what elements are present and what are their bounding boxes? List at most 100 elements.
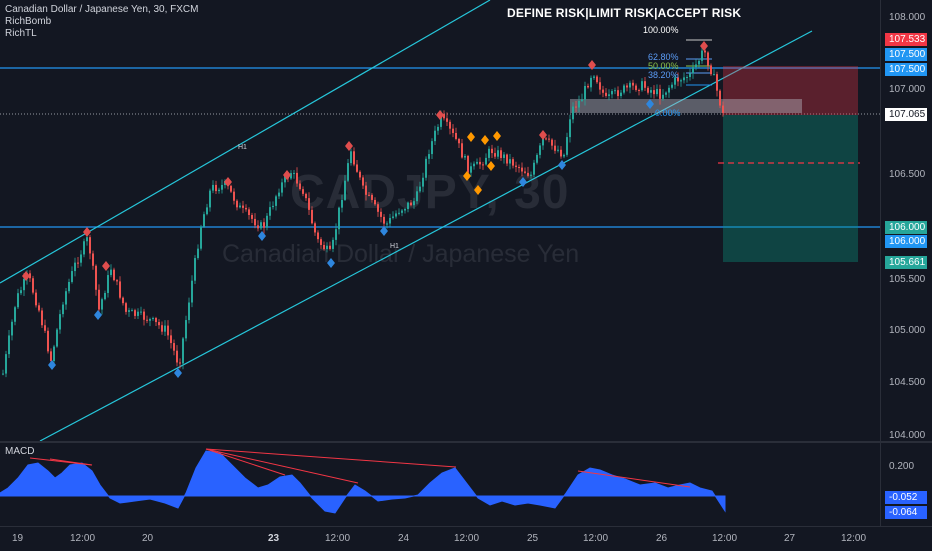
candle-body [440, 113, 442, 127]
price-axis[interactable]: 108.000 107.000 106.500 105.500 105.000 … [880, 0, 932, 526]
take-profit-zone[interactable] [723, 115, 858, 262]
candle-body [32, 278, 34, 293]
candle-body [209, 190, 211, 208]
macd-title[interactable]: MACD [5, 446, 35, 457]
candle-body [152, 318, 154, 320]
signal-diamond [588, 60, 596, 70]
price-chart[interactable] [0, 0, 880, 441]
candle-body [551, 139, 553, 146]
candle-body [38, 305, 40, 311]
candle-body [392, 216, 394, 218]
candle-body [593, 76, 595, 78]
divergence-line [205, 448, 359, 484]
macd-value-label: -0.052 [885, 491, 927, 504]
candle-body [254, 218, 256, 226]
target-price-label: 105.661 [885, 256, 927, 269]
candle-body [683, 77, 685, 81]
candle-body [8, 335, 10, 355]
time-tick: 12:00 [454, 533, 480, 544]
pane-separator[interactable] [0, 441, 932, 443]
candle-body [185, 320, 187, 339]
candle-body [497, 150, 499, 157]
candle-body [584, 85, 586, 100]
candle-body [290, 173, 292, 179]
support-price-label-2: 106.000 [885, 235, 927, 248]
stop-loss-zone[interactable] [723, 66, 858, 115]
candle-body [407, 202, 409, 210]
candle-body [668, 87, 670, 93]
risk-banner-text: DEFINE RISK|LIMIT RISK|ACCEPT RISK [507, 6, 742, 20]
candle-body [566, 137, 568, 155]
candle-body [491, 148, 493, 154]
candle-body [680, 80, 682, 82]
time-tick: 12:00 [841, 533, 867, 544]
signal-markers [22, 41, 708, 378]
divergence-line [577, 470, 691, 488]
candle-body [278, 192, 280, 197]
candle-body [161, 325, 163, 332]
time-tick: 12:00 [70, 533, 96, 544]
divergence-line [205, 448, 457, 468]
channel-lower-line[interactable] [39, 30, 813, 441]
candle-body [530, 174, 532, 176]
candle-body [11, 321, 13, 336]
candle-body [302, 189, 304, 194]
candle-body [617, 90, 619, 97]
signal-diamond [481, 135, 489, 145]
current-price-label: 107.065 [885, 108, 927, 121]
candle-body [653, 90, 655, 95]
time-tick: 24 [398, 533, 410, 544]
candle-body [173, 343, 175, 351]
signal-diamond [83, 227, 91, 237]
candle-body [704, 50, 706, 53]
candle-body [692, 67, 694, 74]
candle-body [659, 88, 661, 99]
candle-body [533, 162, 535, 175]
candle-body [56, 329, 58, 347]
candle-body [560, 149, 562, 157]
signal-value-label: -0.064 [885, 506, 927, 519]
candle-body [434, 130, 436, 142]
candle-body [41, 310, 43, 326]
candle-body [107, 275, 109, 293]
candle-body [113, 269, 115, 281]
time-tick: 20 [142, 533, 154, 544]
indicator-richbomb[interactable]: RichBomb [5, 16, 52, 27]
candle-body [98, 289, 100, 310]
candle-body [170, 335, 172, 344]
signal-diamond [539, 130, 547, 140]
candle-body [5, 354, 7, 374]
candle-body [536, 154, 538, 163]
symbol-title[interactable]: Canadian Dollar / Japanese Yen, 30, FXCM [5, 4, 199, 15]
signal-diamond [558, 160, 566, 170]
candle-body [650, 90, 652, 93]
signal-diamond [436, 110, 444, 120]
signal-diamond [646, 99, 654, 109]
candle-body [71, 271, 73, 282]
candle-body [368, 194, 370, 196]
divergence-line [205, 448, 286, 476]
signal-diamond [48, 360, 56, 370]
candle-body [416, 191, 418, 202]
candle-body [230, 185, 232, 192]
candle-body [311, 209, 313, 224]
consolidation-box[interactable] [570, 99, 802, 113]
candle-body [299, 183, 301, 190]
candle-body [356, 164, 358, 172]
candle-body [95, 265, 97, 290]
candle-body [557, 149, 559, 151]
candle-body [386, 223, 388, 225]
candle-body [206, 207, 208, 215]
channel-upper-line[interactable] [0, 0, 491, 284]
candle-body [515, 165, 517, 168]
candle-body [578, 100, 580, 108]
candle-body [200, 226, 202, 249]
candle-body [260, 222, 262, 229]
candle-body [86, 237, 88, 242]
macd-pane[interactable] [0, 443, 880, 526]
candle-body [698, 60, 700, 65]
candle-body [461, 143, 463, 158]
candle-body [656, 88, 658, 95]
time-axis[interactable]: 19 12:00 20 23 12:00 24 12:00 25 12:00 2… [0, 526, 932, 551]
indicator-richtl[interactable]: RichTL [5, 28, 37, 39]
